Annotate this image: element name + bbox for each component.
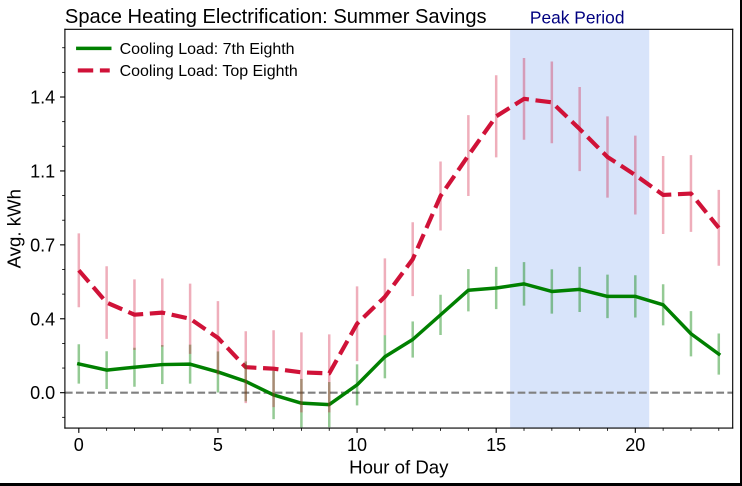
svg-text:15: 15 <box>486 435 506 455</box>
svg-text:Cooling Load: 7th Eighth: Cooling Load: 7th Eighth <box>120 41 295 58</box>
svg-text:0.7: 0.7 <box>30 235 55 255</box>
svg-text:10: 10 <box>347 435 367 455</box>
svg-text:20: 20 <box>625 435 645 455</box>
svg-text:1.4: 1.4 <box>30 88 55 108</box>
svg-text:Peak Period: Peak Period <box>530 7 625 27</box>
svg-text:Avg. kWh: Avg. kWh <box>4 189 25 268</box>
svg-text:0.0: 0.0 <box>30 383 55 403</box>
svg-text:Cooling Load: Top Eighth: Cooling Load: Top Eighth <box>120 63 298 80</box>
svg-text:Space Heating Electrification:: Space Heating Electrification: Summer Sa… <box>65 6 487 28</box>
svg-text:0: 0 <box>74 435 84 455</box>
svg-text:Hour of Day: Hour of Day <box>349 457 449 478</box>
svg-text:1.1: 1.1 <box>30 161 55 181</box>
svg-text:5: 5 <box>213 435 223 455</box>
svg-text:0.4: 0.4 <box>30 309 55 329</box>
